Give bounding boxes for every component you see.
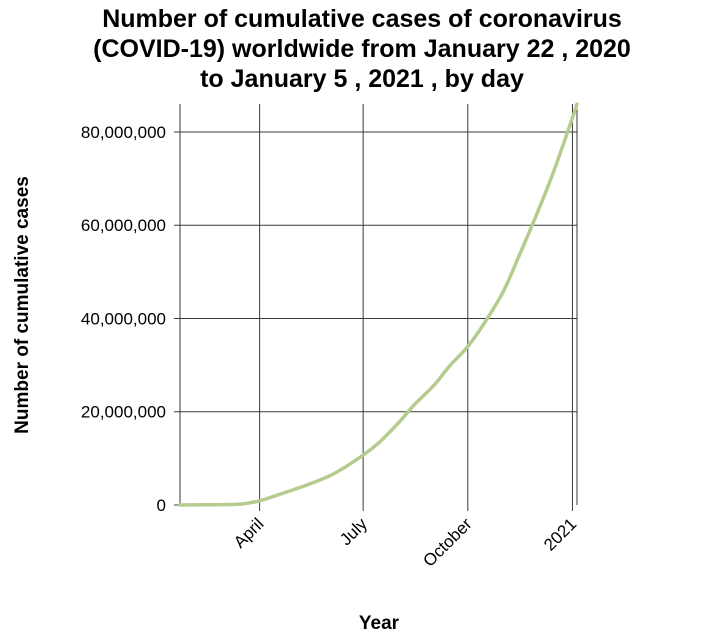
chart-title-line-3: to January 5 , 2021 , by day — [200, 65, 524, 93]
chart-title-line-1: Number of cumulative cases of coronaviru… — [102, 5, 622, 33]
x-tick-label: October — [419, 514, 475, 570]
y-tick-label: 60,000,000 — [81, 216, 166, 235]
grid — [179, 104, 578, 505]
cumulative-cases-line — [178, 102, 579, 507]
chart-title: Number of cumulative cases of coronaviru… — [0, 4, 724, 94]
axis-ticks: 0 20,000,000 40,000,000 60,000,000 80,000,00… — [81, 123, 580, 571]
y-tick-label: 80,000,000 — [81, 123, 166, 142]
y-tick-label: 20,000,000 — [81, 403, 166, 422]
series-layer — [178, 102, 579, 507]
x-tick-label: 2021 — [540, 514, 580, 554]
x-tick-label: July — [336, 514, 371, 549]
y-tick-label: 40,000,000 — [81, 309, 166, 328]
y-axis-label: Number of cumulative cases — [12, 176, 33, 434]
x-axis-label: Year — [359, 613, 400, 634]
x-tick-label: April — [230, 514, 267, 551]
y-tick-label: 0 — [157, 496, 166, 515]
chart-title-line-2: (COVID-19) worldwide from January 22 , 2… — [93, 35, 631, 63]
